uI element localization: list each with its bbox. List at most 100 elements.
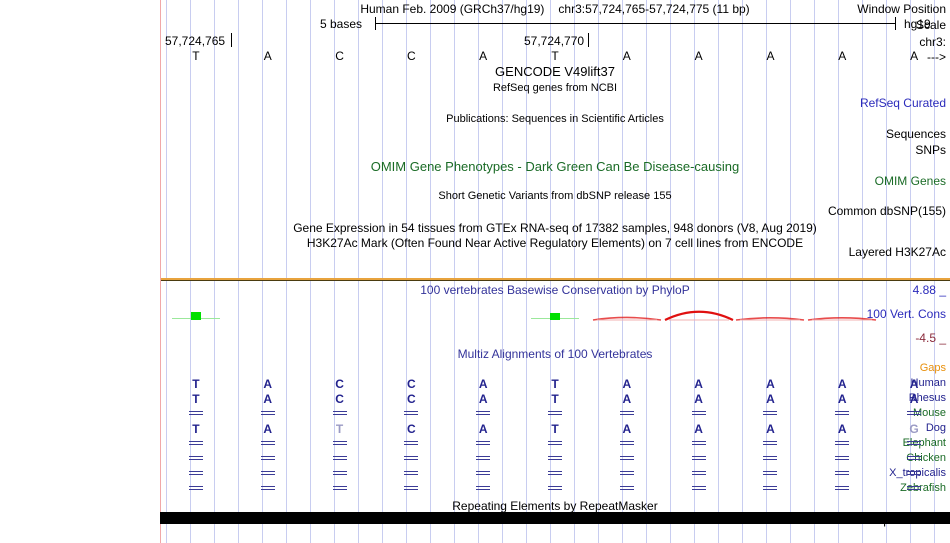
- alignment-gap: [907, 456, 922, 463]
- track-title-dbsnp[interactable]: Short Genetic Variants from dbSNP releas…: [438, 190, 672, 202]
- label-species-x-tropicalis[interactable]: X_tropicalis: [889, 467, 946, 479]
- label-scale: Scale: [915, 18, 946, 32]
- label-gaps[interactable]: Gaps: [919, 362, 946, 374]
- alignment-gap: [260, 486, 275, 493]
- label-species-dog[interactable]: Dog: [925, 422, 946, 434]
- sequence-base: A: [263, 49, 272, 63]
- alignment-gap: [763, 441, 778, 448]
- sequence-base: A: [910, 49, 919, 63]
- alignment-base: T: [551, 377, 559, 391]
- track-title-omim[interactable]: OMIM Gene Phenotypes - Dark Green Can Be…: [370, 159, 740, 174]
- alignment-base: A: [837, 422, 847, 436]
- cons-positive-bar: [550, 313, 560, 320]
- alignment-gap: [835, 486, 850, 493]
- alignment-gap: [907, 411, 922, 418]
- label-refseq-curated[interactable]: RefSeq Curated: [859, 96, 946, 110]
- alignment-gap: [188, 441, 203, 448]
- track-title-repeatmasker[interactable]: Repeating Elements by RepeatMasker: [452, 499, 658, 513]
- sequence-base: A: [694, 49, 703, 63]
- alignment-base: A: [909, 377, 919, 391]
- position-text: chr3:57,724,765-57,724,775 (11 bp): [558, 2, 750, 16]
- alignment-gap: [619, 471, 634, 478]
- label-sequences[interactable]: Sequences: [885, 127, 946, 141]
- scale-bar-label: 5 bases: [320, 17, 363, 31]
- alignment-gap: [691, 486, 706, 493]
- alignment-gap: [548, 471, 562, 478]
- label-species-mouse[interactable]: Mouse: [912, 407, 946, 419]
- label-species-zebrafish[interactable]: Zebrafish: [900, 482, 946, 494]
- sequence-base: A: [766, 49, 775, 63]
- alignment-gap: [476, 471, 491, 478]
- label-column-divider: [160, 0, 161, 543]
- label-snps[interactable]: SNPs: [915, 143, 946, 157]
- label-species-chicken[interactable]: Chicken: [906, 452, 946, 464]
- alignment-base: T: [192, 377, 200, 391]
- repeatmasker-bar[interactable]: [160, 512, 950, 524]
- sequence-base: A: [622, 49, 631, 63]
- alignment-base: C: [407, 392, 416, 406]
- alignment-gap: [188, 411, 203, 418]
- alignment-gap: [188, 471, 203, 478]
- cons-track-top-border: [160, 278, 950, 280]
- scale-bar: 5 bases hg19: [160, 16, 950, 32]
- track-title-multiz[interactable]: Multiz Alignments of 100 Vertebrates: [457, 347, 653, 361]
- alignment-base: A: [263, 377, 273, 391]
- alignment-gap: [835, 471, 850, 478]
- assembly-title: Human Feb. 2009 (GRCh37/hg19): [360, 2, 545, 16]
- label-species-rhesus[interactable]: Rhesus: [908, 392, 946, 404]
- label-100-vert-cons[interactable]: 100 Vert. Cons: [866, 307, 946, 321]
- alignment-base: C: [335, 377, 344, 391]
- alignment-gap: [835, 456, 850, 463]
- alignment-base: A: [694, 422, 703, 436]
- track-title-h3k27ac[interactable]: H3K27Ac Mark (Often Found Near Active Re…: [306, 236, 804, 250]
- label-window-position: Window Position: [857, 2, 946, 16]
- label-omim-genes[interactable]: OMIM Genes: [874, 174, 946, 188]
- label-layered-h3k27ac[interactable]: Layered H3K27Ac: [848, 245, 946, 259]
- alignment-gap: [548, 411, 562, 418]
- alignment-base: A: [622, 422, 632, 436]
- alignment-gap: [332, 411, 347, 418]
- alignment-gap: [260, 411, 275, 418]
- alignment-gap: [476, 411, 491, 418]
- alignment-gap: [619, 441, 634, 448]
- alignment-gap: [332, 486, 347, 493]
- label-species-elephant[interactable]: Elephant: [902, 437, 946, 449]
- track-title-gencode[interactable]: GENCODE V49lift37: [495, 64, 615, 79]
- cons-positive-bar: [190, 312, 201, 320]
- alignment-base: A: [478, 422, 488, 436]
- alignment-base: C: [407, 377, 416, 391]
- cons-negative-arc: [664, 310, 734, 321]
- track-title-publications[interactable]: Publications: Sequences in Scientific Ar…: [446, 113, 664, 125]
- alignment-gap: [476, 441, 491, 448]
- cons-negative-arc: [592, 316, 661, 321]
- track-title-gtex[interactable]: Gene Expression in 54 tissues from GTEx …: [293, 221, 817, 235]
- alignment-gap: [691, 471, 706, 478]
- label-species-human[interactable]: Human: [910, 377, 946, 389]
- alignment-gap: [260, 456, 275, 463]
- label-strand-direction: --->: [927, 50, 946, 64]
- alignment-base: A: [263, 392, 273, 406]
- track-title-phylop[interactable]: 100 vertebrates Basewise Conservation by…: [420, 283, 690, 297]
- alignment-gap: [619, 486, 634, 493]
- sequence-base: C: [335, 49, 344, 63]
- cons-track-top-border-dark: [160, 280, 950, 281]
- sequence-base: T: [192, 49, 200, 63]
- ruler-mid-coordinate: 57,724,770: [524, 34, 585, 48]
- alignment-gap: [404, 456, 419, 463]
- alignment-gap: [260, 471, 275, 478]
- alignment-base: A: [837, 392, 847, 406]
- alignment-base: A: [622, 392, 632, 406]
- track-title-refseq[interactable]: RefSeq genes from NCBI: [492, 82, 618, 94]
- alignment-gap: [763, 411, 778, 418]
- alignment-base: A: [622, 377, 632, 391]
- alignment-gap: [763, 486, 778, 493]
- alignment-gap: [691, 441, 706, 448]
- assembly-and-position-bar: Human Feb. 2009 (GRCh37/hg19) chr3:57,724…: [160, 2, 950, 16]
- alignment-gap: [404, 441, 419, 448]
- alignment-gap: [476, 456, 491, 463]
- alignment-gap: [619, 411, 634, 418]
- label-common-dbsnp[interactable]: Common dbSNP(155): [827, 204, 946, 218]
- alignment-gap: [548, 456, 562, 463]
- alignment-gap: [835, 441, 850, 448]
